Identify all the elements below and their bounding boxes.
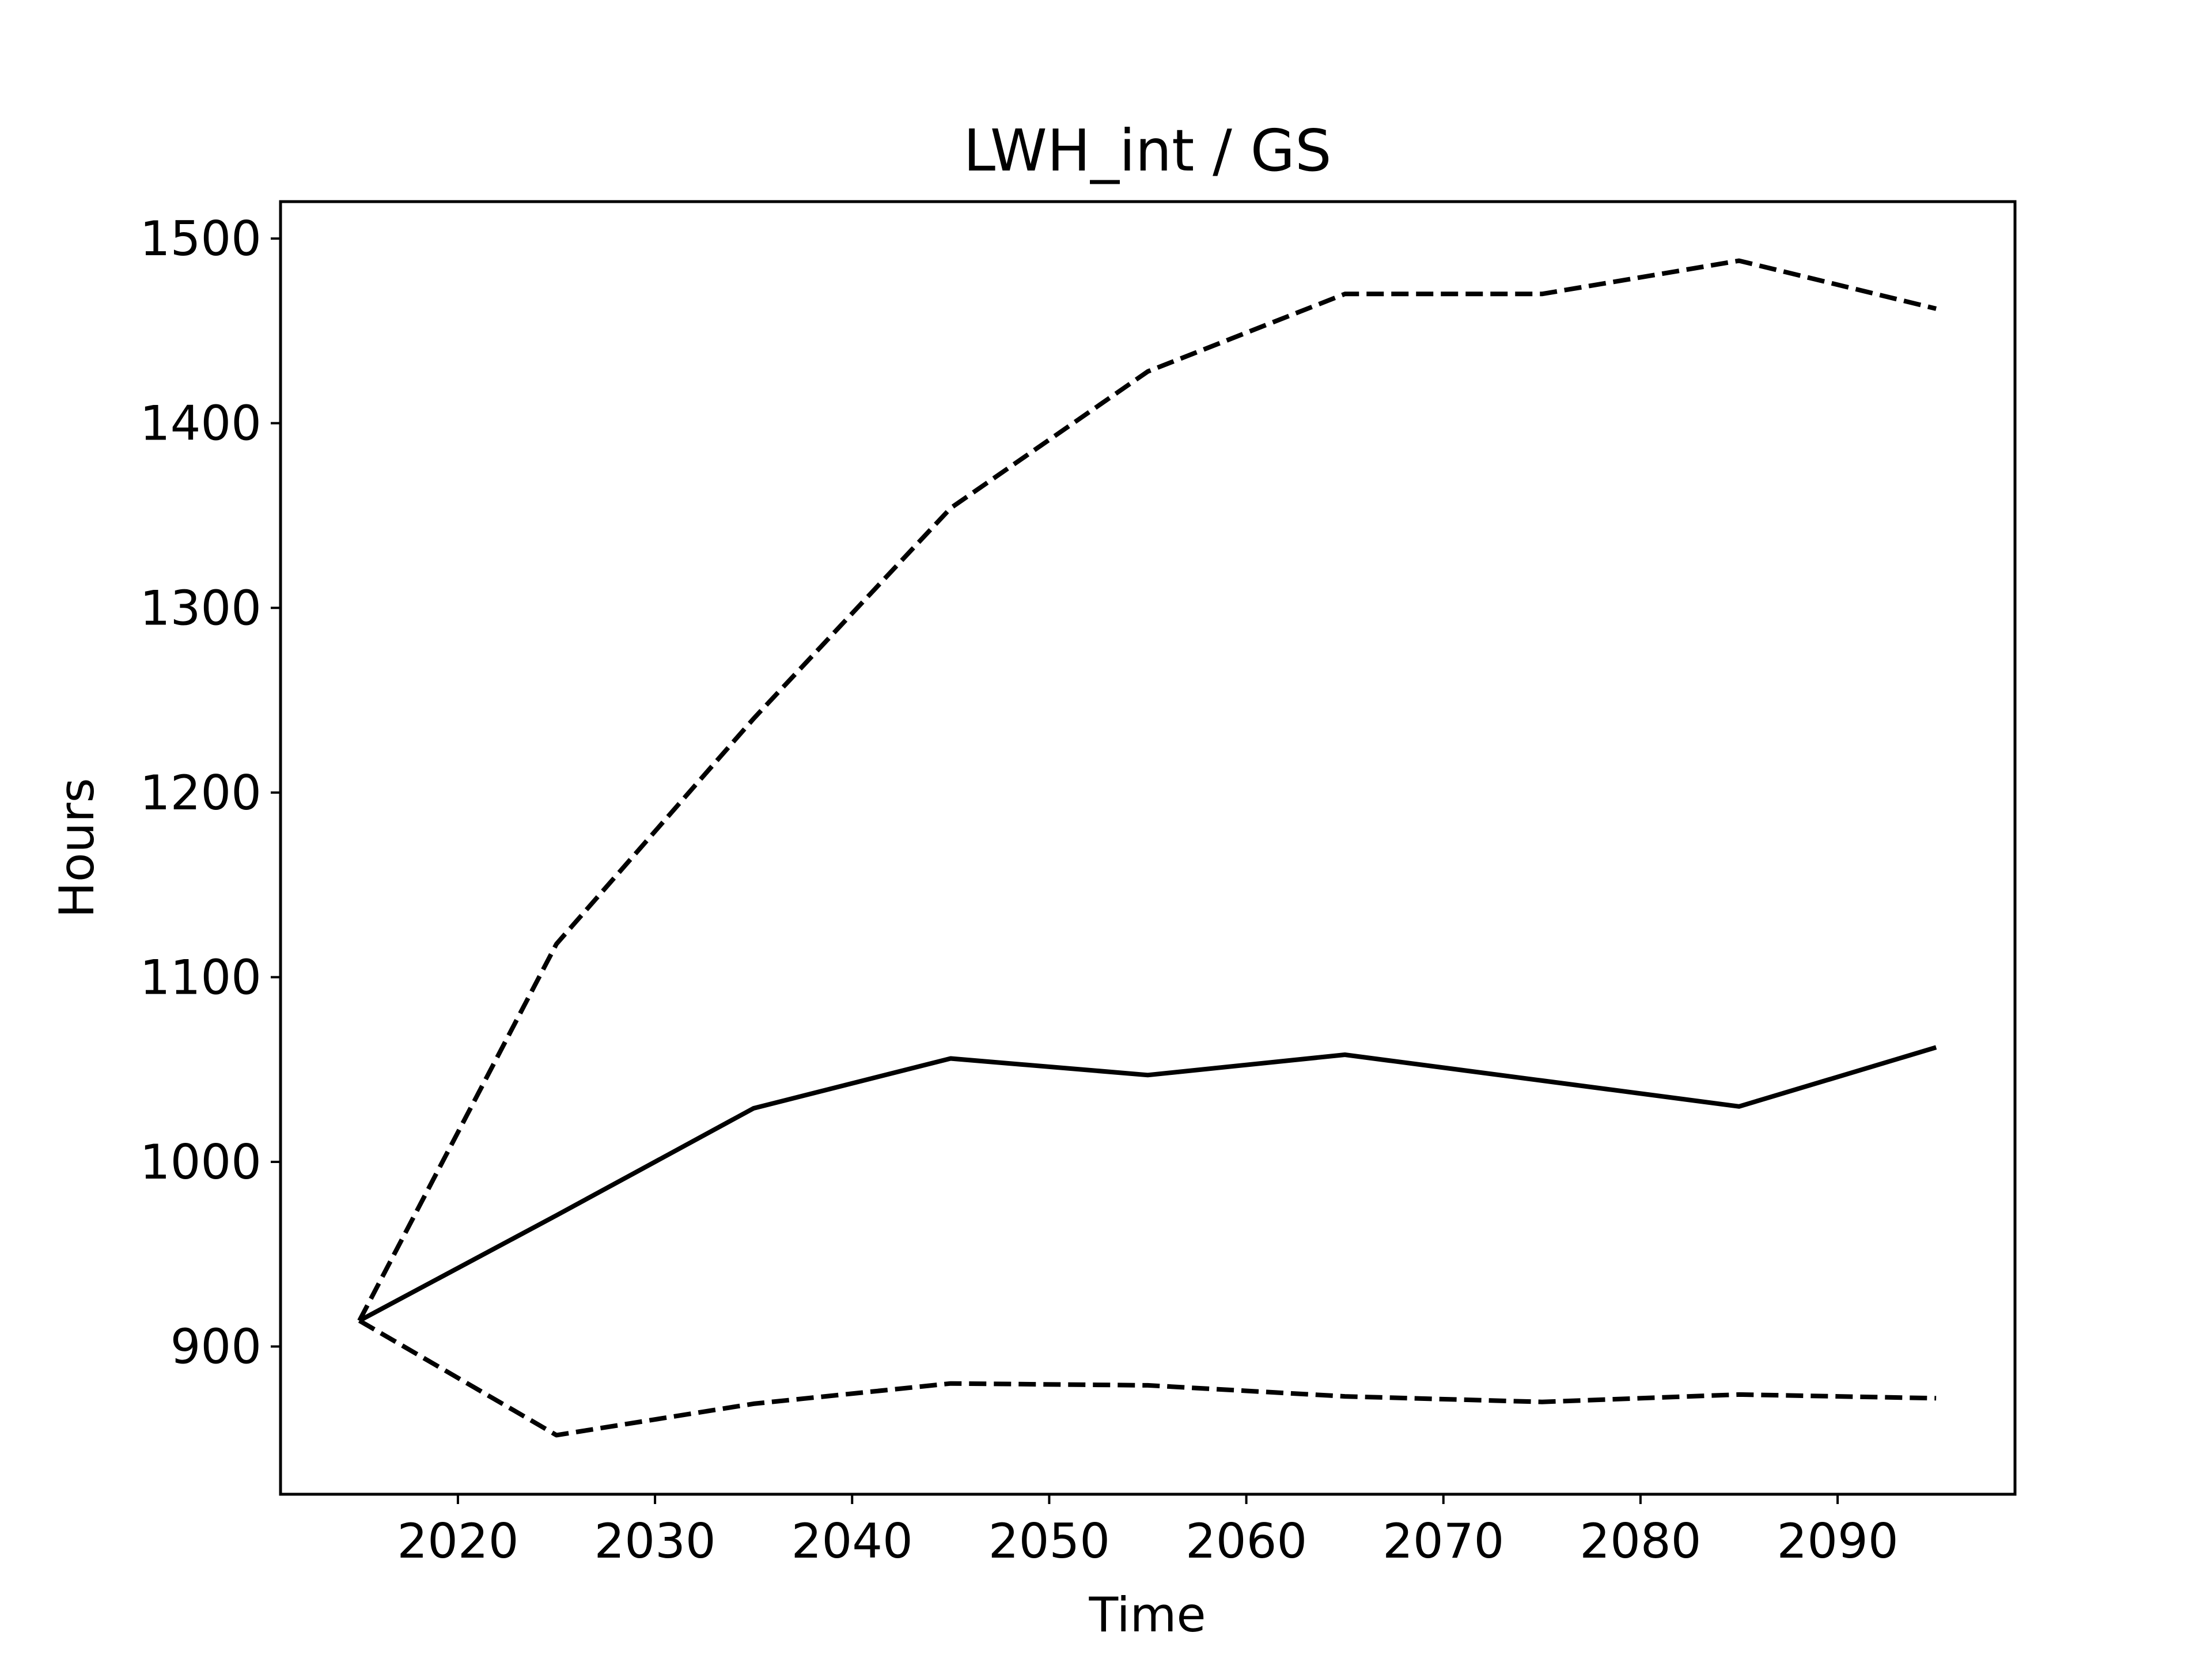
plot-frame bbox=[279, 200, 2017, 1496]
y-tick-label: 1100 bbox=[140, 949, 262, 1005]
y-tick-label: 900 bbox=[171, 1319, 262, 1375]
x-tick-label: 2080 bbox=[1580, 1513, 1701, 1569]
x-tick-label: 2070 bbox=[1382, 1513, 1504, 1569]
y-axis-label: Hours bbox=[49, 778, 105, 918]
x-tick-label: 2040 bbox=[791, 1513, 913, 1569]
x-tick-label: 2050 bbox=[988, 1513, 1110, 1569]
plot-area bbox=[357, 258, 1937, 1438]
series-line-2 bbox=[357, 258, 1937, 1322]
x-tick-label: 2090 bbox=[1777, 1513, 1898, 1569]
axis-ticks: 2020 2030 2040 2050 2060 2070 2080 2090 900 1000 1… bbox=[140, 211, 1899, 1569]
y-tick-label: 1200 bbox=[140, 765, 262, 821]
series-line-1 bbox=[358, 1045, 1937, 1323]
y-tick-label: 1400 bbox=[140, 396, 262, 452]
x-tick-label: 2020 bbox=[397, 1513, 518, 1569]
y-tick-label: 1500 bbox=[140, 211, 262, 267]
chart-title: LWH_int / GS bbox=[963, 117, 1331, 184]
y-tick-label: 1300 bbox=[140, 580, 262, 636]
x-tick-label: 2030 bbox=[594, 1513, 715, 1569]
y-tick-label: 1000 bbox=[140, 1134, 262, 1190]
series-line-3 bbox=[358, 1319, 1937, 1438]
x-axis-label: Time bbox=[1088, 1587, 1206, 1643]
x-tick-label: 2060 bbox=[1185, 1513, 1307, 1569]
